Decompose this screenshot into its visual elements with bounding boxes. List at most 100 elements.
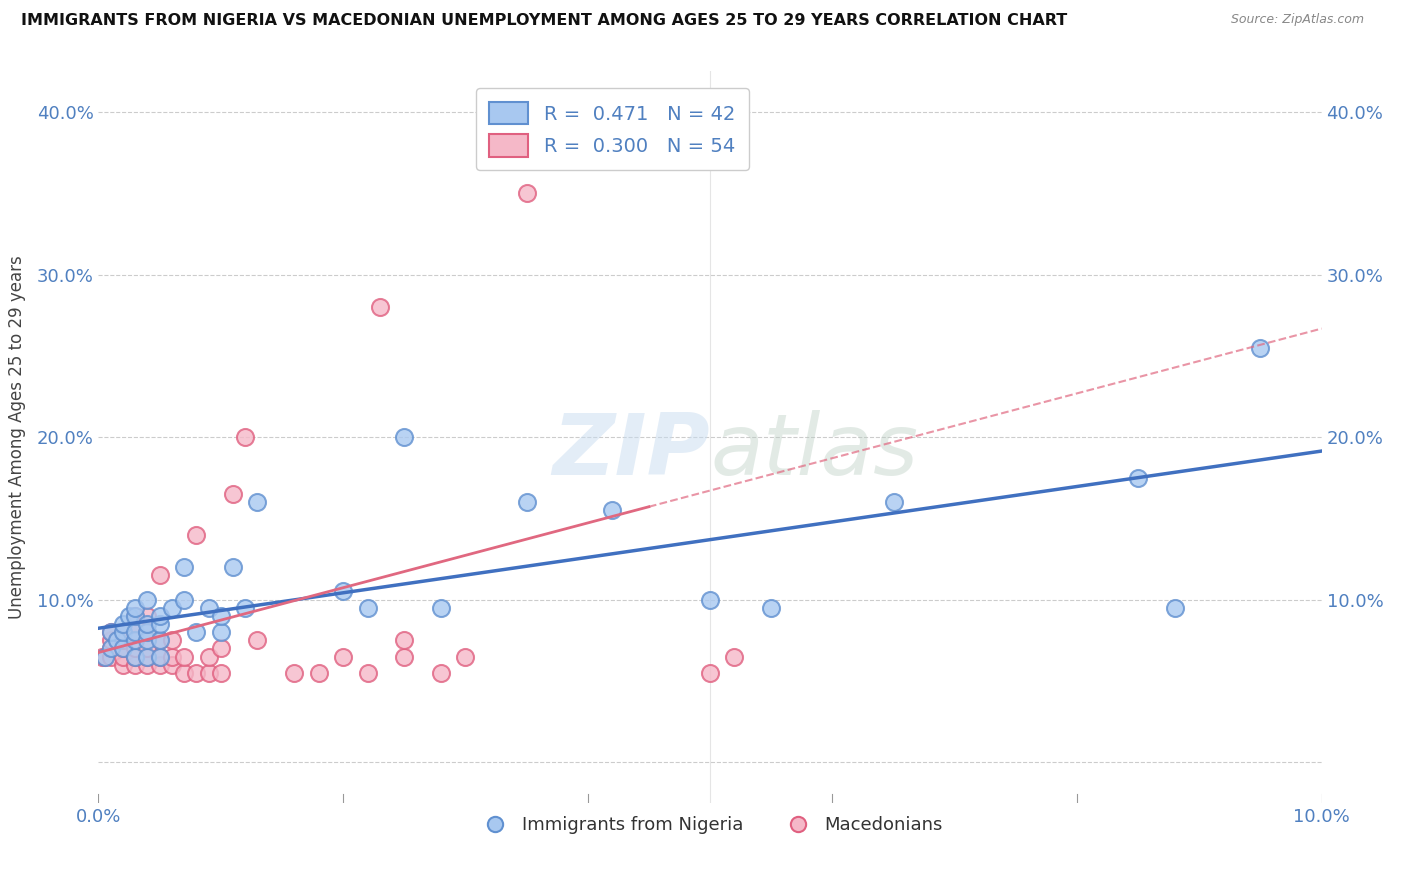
Point <box>392 430 416 444</box>
Point <box>136 592 159 607</box>
Point <box>759 600 782 615</box>
Point <box>209 608 232 623</box>
Point <box>124 649 146 664</box>
Point <box>105 633 128 648</box>
Text: IMMIGRANTS FROM NIGERIA VS MACEDONIAN UNEMPLOYMENT AMONG AGES 25 TO 29 YEARS COR: IMMIGRANTS FROM NIGERIA VS MACEDONIAN UN… <box>21 13 1067 29</box>
Point <box>124 600 146 615</box>
Point <box>111 641 134 656</box>
Point <box>883 495 905 509</box>
Point <box>149 608 172 623</box>
Point <box>516 186 538 201</box>
Point <box>136 649 159 664</box>
Point <box>233 600 256 615</box>
Point <box>100 625 122 640</box>
Point <box>553 137 575 152</box>
Point <box>516 495 538 509</box>
Point <box>100 641 122 656</box>
Point <box>1164 600 1187 615</box>
Point <box>136 641 159 656</box>
Point <box>356 600 378 615</box>
Point <box>197 600 219 615</box>
Point <box>197 649 219 664</box>
Point <box>600 503 623 517</box>
Point <box>430 600 453 615</box>
Point <box>124 633 146 648</box>
Text: atlas: atlas <box>710 410 918 493</box>
Point <box>392 649 416 664</box>
Point <box>332 649 354 664</box>
Point <box>356 665 378 680</box>
Point <box>124 608 146 623</box>
Point <box>430 665 453 680</box>
Point <box>186 625 208 640</box>
Point <box>209 625 232 640</box>
Point <box>723 649 745 664</box>
Point <box>93 649 115 664</box>
Point <box>111 625 134 640</box>
Point <box>160 649 183 664</box>
Point <box>149 649 172 664</box>
Point <box>136 625 159 640</box>
Point <box>1128 471 1150 485</box>
Point <box>136 649 159 664</box>
Y-axis label: Unemployment Among Ages 25 to 29 years: Unemployment Among Ages 25 to 29 years <box>7 255 25 619</box>
Point <box>124 657 146 672</box>
Legend: Immigrants from Nigeria, Macedonians: Immigrants from Nigeria, Macedonians <box>470 809 950 841</box>
Point <box>308 665 330 680</box>
Point <box>136 617 159 632</box>
Point <box>91 649 114 664</box>
Point <box>93 649 115 664</box>
Point <box>149 633 172 648</box>
Point <box>160 600 183 615</box>
Point <box>246 633 269 648</box>
Point <box>149 633 172 648</box>
Point <box>209 641 232 656</box>
Point <box>368 300 391 314</box>
Point <box>111 633 134 648</box>
Point <box>149 649 172 664</box>
Point <box>100 633 122 648</box>
Point <box>233 430 256 444</box>
Point <box>136 657 159 672</box>
Point <box>136 633 159 648</box>
Point <box>222 487 245 501</box>
Text: ZIP: ZIP <box>553 410 710 493</box>
Text: Source: ZipAtlas.com: Source: ZipAtlas.com <box>1230 13 1364 27</box>
Point <box>111 649 134 664</box>
Point <box>332 584 354 599</box>
Point <box>1249 341 1271 355</box>
Point <box>136 625 159 640</box>
Point <box>197 665 219 680</box>
Point <box>173 649 195 664</box>
Point <box>149 568 172 582</box>
Point <box>100 641 122 656</box>
Point <box>136 608 159 623</box>
Point <box>246 495 269 509</box>
Point <box>100 649 122 664</box>
Point <box>124 625 146 640</box>
Point <box>111 625 134 640</box>
Point <box>124 617 146 632</box>
Point <box>105 633 128 648</box>
Point <box>454 649 477 664</box>
Point <box>149 617 172 632</box>
Point <box>160 633 183 648</box>
Point <box>209 665 232 680</box>
Point <box>186 527 208 541</box>
Point <box>160 657 183 672</box>
Point <box>186 665 208 680</box>
Point <box>173 592 195 607</box>
Point <box>111 641 134 656</box>
Point <box>173 665 195 680</box>
Point <box>100 625 122 640</box>
Point <box>124 625 146 640</box>
Point <box>118 608 141 623</box>
Point <box>173 560 195 574</box>
Point <box>392 633 416 648</box>
Point <box>124 608 146 623</box>
Point <box>111 657 134 672</box>
Point <box>222 560 245 574</box>
Point <box>124 649 146 664</box>
Point <box>283 665 305 680</box>
Point <box>699 592 721 607</box>
